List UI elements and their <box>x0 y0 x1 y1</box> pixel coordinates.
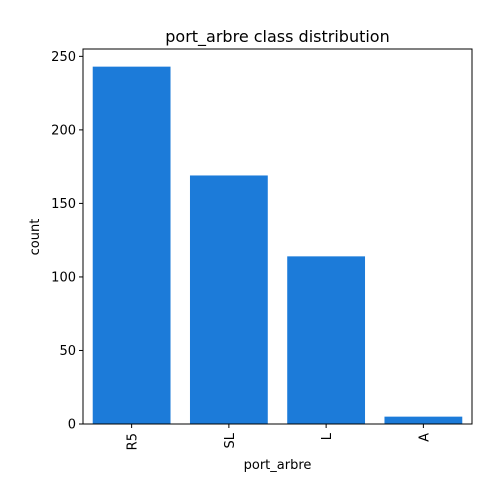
x-tick-label: SL <box>223 432 238 448</box>
plot-frame <box>82 48 473 425</box>
y-tick-label: 50 <box>59 344 76 359</box>
y-tick-label: 200 <box>51 123 76 138</box>
y-tick-label: 100 <box>51 270 76 285</box>
x-tick-label: L <box>320 432 335 440</box>
x-tick-label: A <box>417 433 432 442</box>
chart-title: port_arbre class distribution <box>165 27 389 47</box>
x-axis-title: port_arbre <box>244 458 312 473</box>
y-tick-label: 250 <box>51 50 76 65</box>
bar-SL <box>189 175 268 424</box>
bar-R5 <box>92 66 171 424</box>
bars-layer <box>92 66 463 424</box>
axes-layer: R5 SL L A 0 50 100 150 200 250 <box>51 48 473 450</box>
bar-L <box>287 256 366 424</box>
x-tick-label: R5 <box>126 433 141 450</box>
y-axis-title: count <box>28 219 43 256</box>
y-tick-label: 0 <box>68 418 76 433</box>
bar-A <box>384 416 463 424</box>
y-tick-label: 150 <box>51 197 76 212</box>
